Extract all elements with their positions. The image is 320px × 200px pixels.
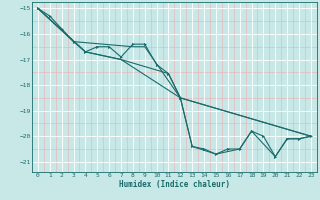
X-axis label: Humidex (Indice chaleur): Humidex (Indice chaleur): [119, 180, 230, 189]
